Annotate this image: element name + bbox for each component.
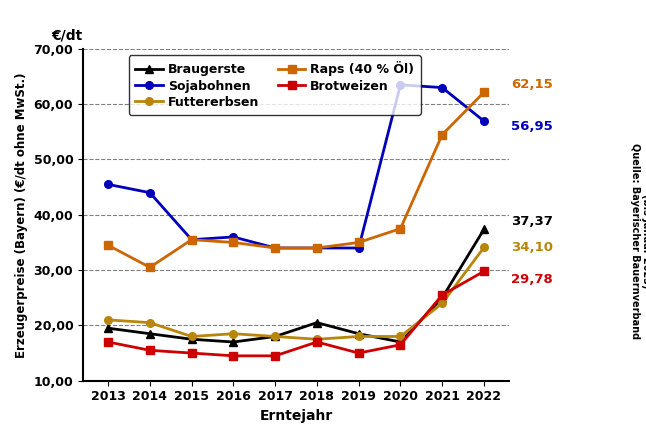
Sojabohnen [439,85,446,90]
Brotweizen [313,339,321,345]
Braugerste [271,334,279,339]
Raps (40 % Öl) [397,226,404,231]
Braugerste [397,339,404,345]
Text: 37,37: 37,37 [511,215,553,228]
Brotweizen [480,268,488,274]
Text: 34,10: 34,10 [511,241,553,254]
Futtererbsen [146,320,154,325]
Sojabohnen [188,237,196,242]
Line: Braugerste: Braugerste [104,226,488,346]
Text: 29,78: 29,78 [511,273,553,286]
Sojabohnen [271,245,279,251]
Futtererbsen [313,337,321,342]
Braugerste [104,325,112,331]
Futtererbsen [104,317,112,322]
Braugerste [313,320,321,325]
Futtererbsen [439,300,446,306]
Brotweizen [188,350,196,356]
Sojabohnen [397,82,404,88]
Line: Futtererbsen: Futtererbsen [104,244,488,343]
Braugerste [229,339,237,345]
Futtererbsen [271,334,279,339]
Sojabohnen [480,118,488,124]
Braugerste [146,331,154,336]
Sojabohnen [146,190,154,195]
Raps (40 % Öl) [146,265,154,270]
Raps (40 % Öl) [439,132,446,137]
X-axis label: Erntejahr: Erntejahr [260,409,333,423]
Brotweizen [355,350,362,356]
Raps (40 % Öl) [104,243,112,248]
Text: (bis Januar 2023): (bis Januar 2023) [641,194,646,288]
Brotweizen [229,353,237,358]
Futtererbsen [188,334,196,339]
Raps (40 % Öl) [271,245,279,251]
Text: 56,95: 56,95 [511,120,553,133]
Sojabohnen [104,182,112,187]
Brotweizen [146,348,154,353]
Y-axis label: Erzeugerpreise (Bayern) (€/dt ohne MwSt.): Erzeugerpreise (Bayern) (€/dt ohne MwSt.… [15,72,28,357]
Braugerste [188,337,196,342]
Raps (40 % Öl) [355,240,362,245]
Line: Brotweizen: Brotweizen [104,268,488,360]
Text: €/dt: €/dt [51,28,82,42]
Line: Raps (40 % Öl): Raps (40 % Öl) [104,88,488,271]
Raps (40 % Öl) [188,237,196,242]
Brotweizen [271,353,279,358]
Futtererbsen [229,331,237,336]
Line: Sojabohnen: Sojabohnen [104,81,488,252]
Sojabohnen [355,245,362,251]
Futtererbsen [355,334,362,339]
Raps (40 % Öl) [480,90,488,95]
Brotweizen [397,342,404,347]
Text: 62,15: 62,15 [511,78,553,91]
Text: Quelle: Bayerischer Bauernverband: Quelle: Bayerischer Bauernverband [630,143,640,339]
Raps (40 % Öl) [313,245,321,251]
Futtererbsen [480,245,488,250]
Raps (40 % Öl) [229,240,237,245]
Brotweizen [439,293,446,298]
Brotweizen [104,339,112,345]
Sojabohnen [313,245,321,251]
Legend: Braugerste, Sojabohnen, Futtererbsen, Raps (40 % Öl), Brotweizen: Braugerste, Sojabohnen, Futtererbsen, Ra… [129,55,421,115]
Braugerste [355,331,362,336]
Sojabohnen [229,234,237,240]
Braugerste [439,295,446,300]
Braugerste [480,227,488,232]
Futtererbsen [397,334,404,339]
